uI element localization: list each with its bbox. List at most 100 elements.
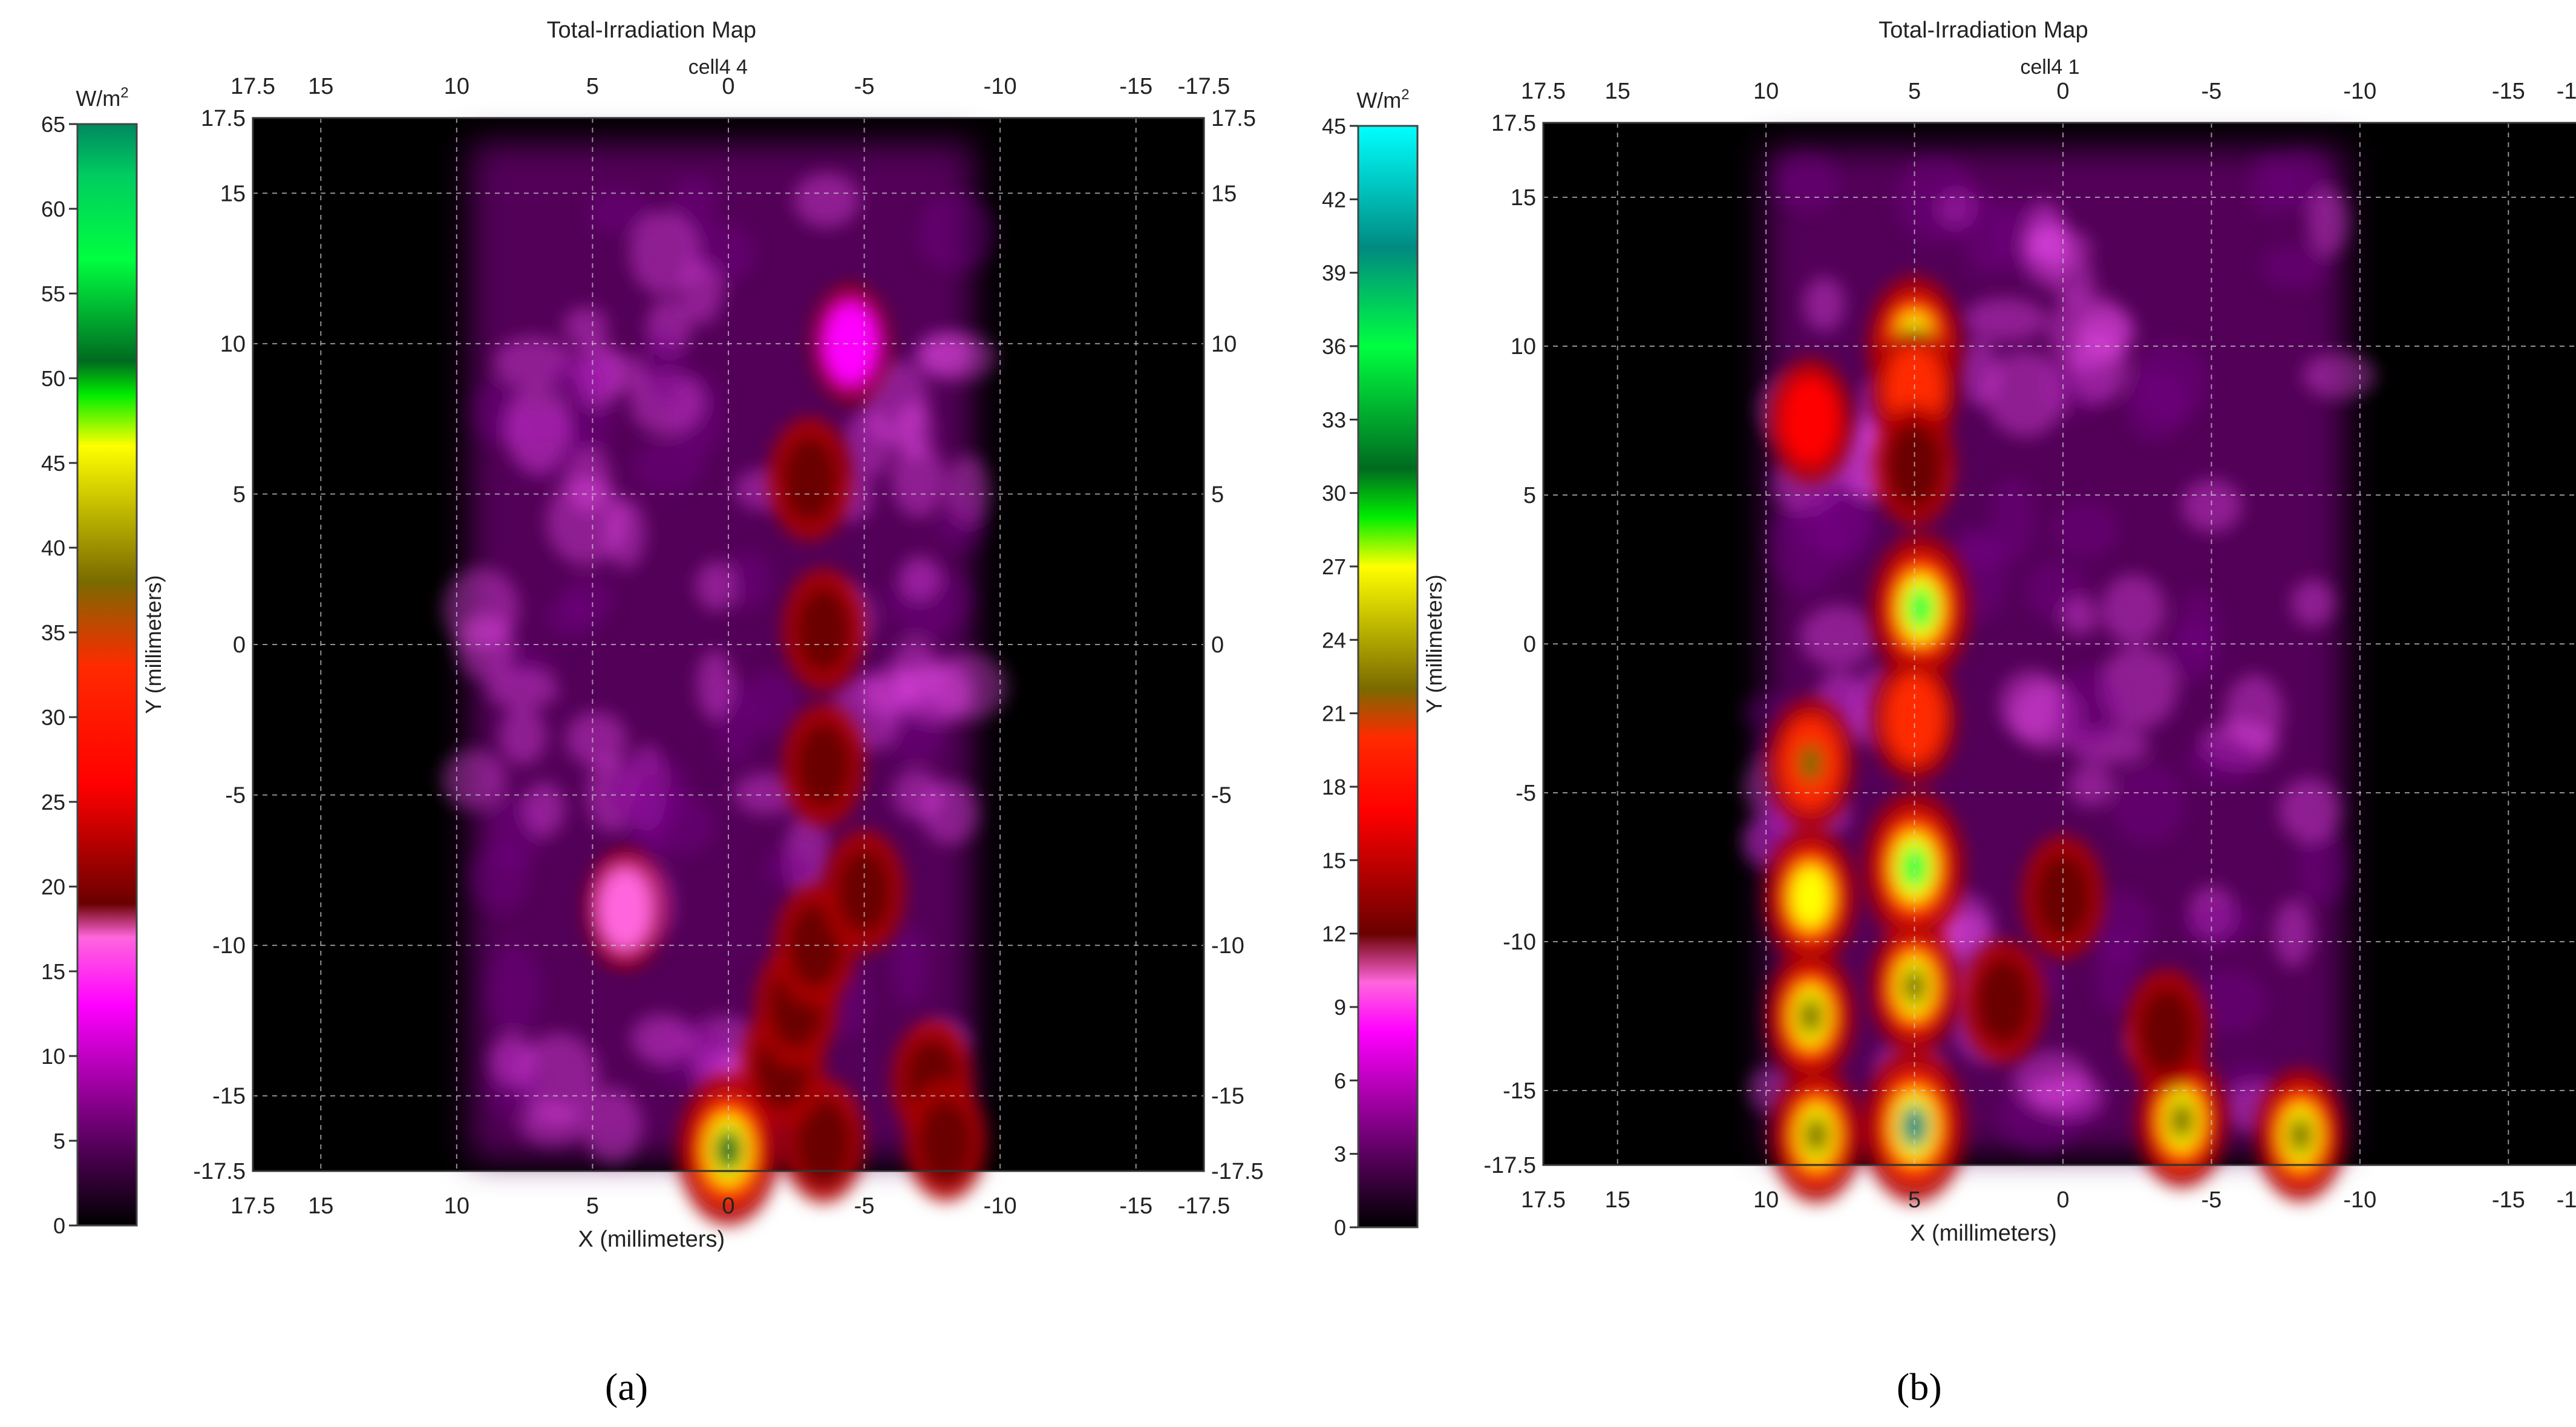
hotspot-core — [2051, 879, 2074, 915]
texture-blob — [520, 1104, 587, 1146]
colorbar-unit: W/m2 — [76, 85, 128, 111]
texture-blob — [1963, 297, 2047, 342]
chart-title: Total-Irradiation Map — [547, 18, 756, 43]
colorbar-tick-label: 30 — [41, 705, 65, 730]
colorbar-unit-base: W/m — [1356, 88, 1401, 113]
texture-blob — [2051, 255, 2095, 305]
y-tick-label-left: 0 — [1523, 632, 1536, 657]
texture-blob — [2087, 891, 2154, 962]
texture-blob — [891, 441, 945, 517]
colorbar-tick-label: 30 — [1322, 481, 1346, 506]
texture-blob — [899, 556, 940, 602]
texture-blob — [587, 190, 653, 235]
colorbar-tick-label: 6 — [1334, 1068, 1346, 1093]
texture-blob — [765, 847, 819, 888]
colorbar-tick-label: 15 — [1322, 848, 1346, 873]
colorbar-tick-label: 0 — [1334, 1215, 1346, 1240]
plot-frame — [252, 117, 1205, 1172]
colorbar-unit-superscript: 2 — [1401, 87, 1409, 103]
texture-blob — [895, 662, 975, 723]
colorbar-gradient — [76, 123, 138, 1227]
hotspot-core — [714, 1127, 742, 1172]
x-tick-label-bottom: 0 — [2056, 1187, 2069, 1213]
texture-blob — [485, 669, 559, 710]
texture-blob — [2061, 597, 2098, 636]
heatmap-plot-area — [1543, 123, 2576, 1203]
texture-blob — [2053, 666, 2125, 751]
texture-blob — [545, 599, 597, 637]
texture-blob — [865, 359, 929, 446]
y-tick-label-right: 15 — [1211, 181, 1237, 206]
hotspot-core — [1900, 1104, 1929, 1149]
plot-frame — [1542, 122, 2576, 1166]
texture-blob — [1998, 669, 2065, 741]
y-tick-label-left: -5 — [225, 783, 246, 809]
y-tick-label-left: 15 — [220, 181, 246, 206]
x-tick-label-bottom: 0 — [722, 1193, 734, 1219]
colorbar-tick-label: 15 — [41, 959, 65, 984]
texture-blob — [1793, 482, 1872, 555]
hotspot-core — [1798, 997, 1823, 1035]
x-tick-label-bottom: 10 — [444, 1193, 469, 1219]
y-tick-label-right: -15 — [1211, 1084, 1244, 1109]
texture-blob — [2179, 588, 2218, 660]
colorbar-unit: W/m2 — [1356, 87, 1409, 113]
texture-blob — [505, 384, 570, 474]
texture-blob — [584, 1087, 642, 1164]
colorbar-tick-label: 18 — [1322, 775, 1346, 799]
y-tick-label-left: 17.5 — [201, 106, 246, 131]
hotspot-core — [614, 892, 636, 927]
colorbar-tick-label: 33 — [1322, 407, 1346, 432]
x-tick-label-top: 5 — [1908, 79, 1921, 104]
texture-blob — [2187, 736, 2262, 786]
colorbar-tick-label: 36 — [1322, 334, 1346, 359]
texture-blob — [2028, 1075, 2104, 1117]
colorbar-tick-label: 12 — [1322, 922, 1346, 946]
x-tick-label-top: 10 — [444, 74, 469, 99]
x-tick-label-top: -17.5 — [2557, 79, 2576, 104]
colorbar-tick-label: 42 — [1322, 187, 1346, 212]
x-tick-label-bottom: -15 — [1119, 1193, 1152, 1219]
texture-blob — [745, 669, 800, 736]
colorbar: 0 5 10 15 20 25 30 35 40 45 50 55 60 65 W/m2 — [41, 85, 138, 1238]
x-tick-label-bottom: -5 — [2202, 1187, 2222, 1213]
texture-blob — [2296, 828, 2349, 905]
hotspot-core — [2156, 1013, 2179, 1049]
colorbar-tick-label: 10 — [41, 1044, 65, 1069]
x-tick-label-top: 15 — [308, 74, 333, 99]
illuminated-band — [470, 142, 973, 1159]
texture-blob — [2182, 479, 2242, 533]
texture-blob — [892, 769, 941, 819]
y-tick-label-right: -10 — [1211, 933, 1244, 959]
texture-blob — [2185, 898, 2255, 946]
y-tick-label-right: -17.5 — [1211, 1159, 1264, 1184]
x-tick-label-top: 10 — [1753, 79, 1779, 104]
texture-blob — [630, 1014, 692, 1064]
texture-blob — [639, 794, 716, 856]
colorbar-unit-base: W/m — [76, 86, 120, 111]
chart-subtitle: cell4 4 — [688, 56, 748, 79]
texture-blob — [566, 711, 627, 766]
texture-blob — [2051, 500, 2120, 559]
colorbar-tick-label: 21 — [1322, 701, 1346, 726]
texture-blob — [486, 946, 541, 1033]
colorbar-tick-label: 55 — [41, 281, 65, 306]
texture-blob — [563, 307, 609, 346]
y-tick-label-right: 10 — [1211, 332, 1237, 357]
x-tick-label-bottom: 5 — [1908, 1187, 1921, 1213]
colorbar-tick-label: 0 — [53, 1213, 65, 1238]
texture-blob — [938, 502, 987, 551]
texture-blob — [891, 923, 928, 1006]
colorbar-tick-label: 5 — [53, 1129, 65, 1153]
chart-title: Total-Irradiation Map — [1878, 18, 2088, 43]
y-tick-label-right: 17.5 — [1211, 106, 1256, 131]
texture-blob — [523, 782, 566, 836]
texture-blob — [2225, 674, 2284, 751]
x-tick-label-top: -5 — [2202, 79, 2222, 104]
colorbar-tick-label: 24 — [1322, 628, 1346, 652]
x-tick-label-top: -15 — [2492, 79, 2525, 104]
y-tick-label-left: 15 — [1511, 185, 1536, 211]
hotspot-core — [812, 611, 835, 648]
